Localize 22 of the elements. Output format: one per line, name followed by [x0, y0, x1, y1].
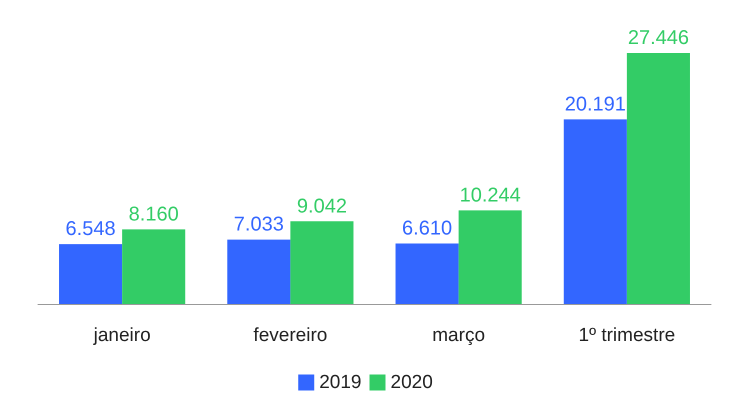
legend-label: 2020: [390, 372, 433, 393]
legend-label: 2019: [319, 372, 362, 393]
x-tick-label: janeiro: [92, 325, 151, 346]
bar: [626, 53, 690, 304]
data-label: 8.160: [128, 203, 179, 226]
data-label: 6.548: [66, 218, 116, 240]
data-label: 20.191: [564, 93, 626, 116]
x-tick-label: fevereiro: [253, 325, 328, 346]
bar: [122, 229, 186, 304]
data-label: 6.610: [402, 218, 452, 240]
data-label: 10.244: [460, 184, 521, 206]
data-label: 7.033: [234, 214, 284, 236]
bar: [227, 240, 290, 304]
data-label: 27.446: [628, 27, 690, 49]
bar: [458, 210, 522, 304]
x-tick-label: março: [432, 325, 486, 346]
bar: [59, 244, 122, 304]
bar: [396, 244, 459, 304]
bar: [290, 221, 354, 304]
x-tick-label: 1º trimestre: [578, 325, 676, 346]
data-label: 9.042: [296, 195, 347, 218]
bar: [564, 119, 627, 304]
